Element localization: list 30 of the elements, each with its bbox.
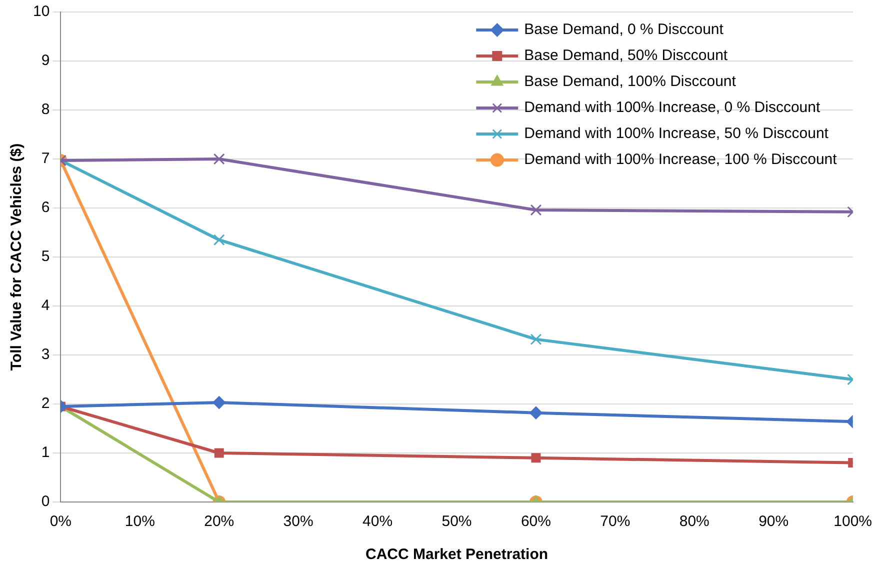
legend-label: Demand with 100% Increase, 100 % Disccount [524, 151, 838, 168]
y-tick-label: 4 [41, 297, 50, 314]
legend-label: Demand with 100% Increase, 0 % Disccount [524, 99, 821, 116]
x-tick-label: 0% [50, 513, 72, 530]
y-tick-label: 10 [32, 3, 50, 20]
legend-label: Base Demand, 50% Disccount [524, 47, 728, 64]
x-tick-label: 100% [834, 513, 872, 530]
x-tick-label: 90% [758, 513, 789, 530]
y-tick-label: 1 [41, 444, 50, 462]
y-tick-label: 2 [41, 395, 50, 412]
y-tick-label: 6 [41, 199, 50, 216]
legend-label: Base Demand, 100% Disccount [524, 73, 737, 90]
y-axis-title: Toll Value for CACC Vehicles ($) [8, 143, 26, 371]
y-tick-label: 9 [41, 52, 50, 70]
y-tick-label: 5 [41, 248, 50, 266]
y-tick-label: 8 [41, 101, 50, 118]
y-tick-label: 3 [41, 346, 50, 364]
x-tick-label: 10% [124, 513, 155, 530]
x-tick-label: 80% [679, 513, 710, 530]
x-tick-label: 40% [362, 513, 393, 530]
y-tick-label: 0 [41, 493, 50, 510]
x-tick-label: 50% [442, 513, 472, 530]
x-axis-title: CACC Market Penetration [365, 546, 548, 564]
x-tick-label: 30% [283, 513, 314, 530]
x-tick-label: 20% [204, 513, 234, 530]
legend-label: Base Demand, 0 % Disccount [524, 21, 724, 38]
y-tick-label: 7 [41, 150, 50, 168]
x-tick-label: 70% [600, 513, 630, 530]
legend-label: Demand with 100% Increase, 50 % Disccount [524, 125, 830, 142]
x-tick-label: 60% [520, 513, 551, 530]
